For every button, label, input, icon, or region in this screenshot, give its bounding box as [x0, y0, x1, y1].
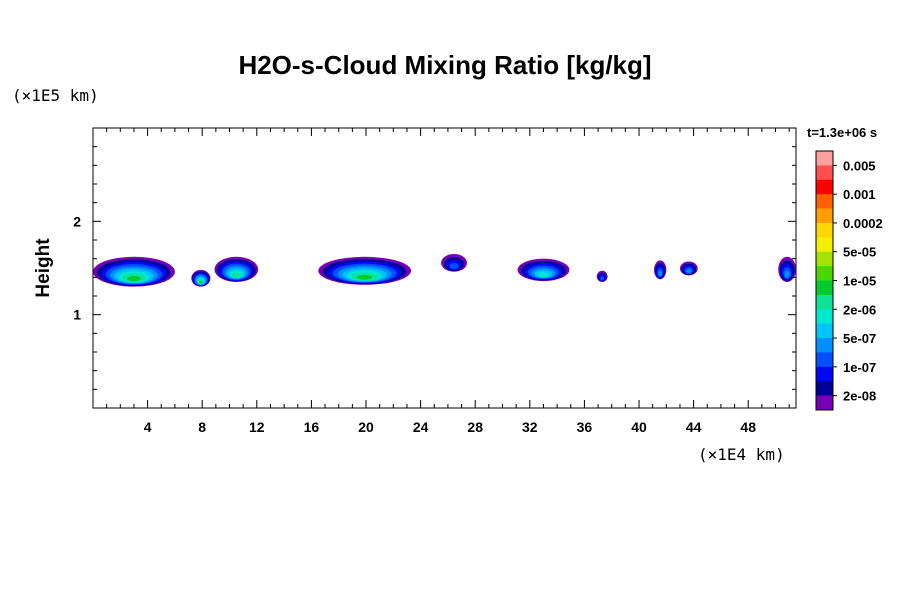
- cloud-contour: [199, 280, 203, 284]
- x-tick-label: 24: [413, 419, 429, 435]
- cloud-region: [679, 261, 698, 276]
- colorbar-swatch: [816, 266, 833, 281]
- y-tick-label: 1: [73, 307, 81, 323]
- cloud-region: [654, 260, 667, 280]
- x-tick-label: 36: [577, 419, 593, 435]
- colorbar-label: 2e-06: [843, 302, 876, 317]
- cloud-region: [778, 256, 796, 282]
- y-tick-labels: 12: [73, 213, 81, 322]
- colorbar-swatch: [816, 381, 833, 396]
- x-tick-label: 16: [304, 419, 320, 435]
- colorbar-swatch: [816, 309, 833, 324]
- colorbar-label: 1e-05: [843, 274, 876, 289]
- cloud-region: [191, 269, 211, 287]
- x-tick-label: 32: [522, 419, 538, 435]
- axis-ticks: [93, 128, 796, 408]
- y-tick-label: 2: [73, 213, 81, 229]
- x-tick-label: 12: [249, 419, 265, 435]
- y-scale-label: (×1E5 km): [12, 86, 99, 105]
- colorbar-swatch: [816, 194, 833, 209]
- colorbar-label: 5e-07: [843, 331, 876, 346]
- x-tick-label: 8: [198, 419, 206, 435]
- cloud-contour: [658, 270, 662, 277]
- cloud-contour: [356, 274, 373, 280]
- plot-frame: [92, 127, 797, 409]
- cloud-field: [93, 254, 796, 287]
- x-tick-label: 20: [358, 419, 374, 435]
- time-label: t=1.3e+06 s: [807, 125, 877, 140]
- y-axis-label: Height: [33, 238, 54, 298]
- colorbar-label: 0.005: [843, 158, 876, 173]
- cloud-contour: [127, 276, 141, 282]
- colorbar-labels: 0.005 0.001 0.0002 5e-05 1e-05 2e-06 5e-07 1e-0…: [843, 158, 883, 403]
- colorbar-swatch: [816, 222, 833, 238]
- colorbar-swatch: [816, 280, 833, 296]
- colorbar-swatch: [816, 338, 833, 353]
- colorbar-swatch: [816, 294, 833, 310]
- colorbar-label: 2e-08: [843, 389, 876, 404]
- colorbar-label: 5e-05: [843, 245, 876, 260]
- colorbar-swatch: [816, 208, 833, 224]
- colorbar-swatch: [816, 179, 833, 195]
- cloud-contour: [449, 262, 459, 270]
- cloud-region: [214, 256, 259, 282]
- colorbar-swatch: [816, 237, 833, 253]
- colorbar-swatch: [816, 251, 833, 267]
- colorbar-swatch: [816, 352, 833, 368]
- cloud-contour: [600, 276, 605, 281]
- cloud-contour: [784, 270, 790, 278]
- x-scale-label: (×1E4 km): [698, 445, 785, 464]
- x-tick-labels: 4 8 12 16 20 24 28 32 36 40 44 48: [144, 419, 757, 435]
- colorbar-label: 1e-07: [843, 360, 876, 375]
- cloud-region: [441, 254, 468, 272]
- cloud-region: [93, 256, 175, 287]
- x-tick-label: 48: [740, 419, 756, 435]
- colorbar-swatch: [816, 395, 833, 411]
- x-tick-label: 28: [467, 419, 483, 435]
- colorbar-swatch: [816, 165, 833, 181]
- colorbar-swatch: [816, 151, 833, 166]
- cloud-contour: [686, 269, 692, 274]
- x-tick-label: 44: [686, 419, 702, 435]
- colorbar-label: 0.001: [843, 187, 876, 202]
- colorbar: [815, 150, 837, 411]
- x-tick-label: 40: [631, 419, 647, 435]
- chart-title: H2O-s-Cloud Mixing Ratio [kg/kg]: [238, 50, 651, 80]
- cloud-contour: [232, 272, 241, 278]
- cloud-contour: [538, 272, 549, 278]
- cloud-region: [318, 256, 412, 285]
- x-tick-label: 4: [144, 419, 152, 435]
- cloud-region: [596, 270, 608, 282]
- colorbar-swatch: [816, 323, 833, 339]
- colorbar-swatch: [816, 366, 833, 382]
- colorbar-label: 0.0002: [843, 216, 883, 231]
- cloud-region: [517, 258, 570, 282]
